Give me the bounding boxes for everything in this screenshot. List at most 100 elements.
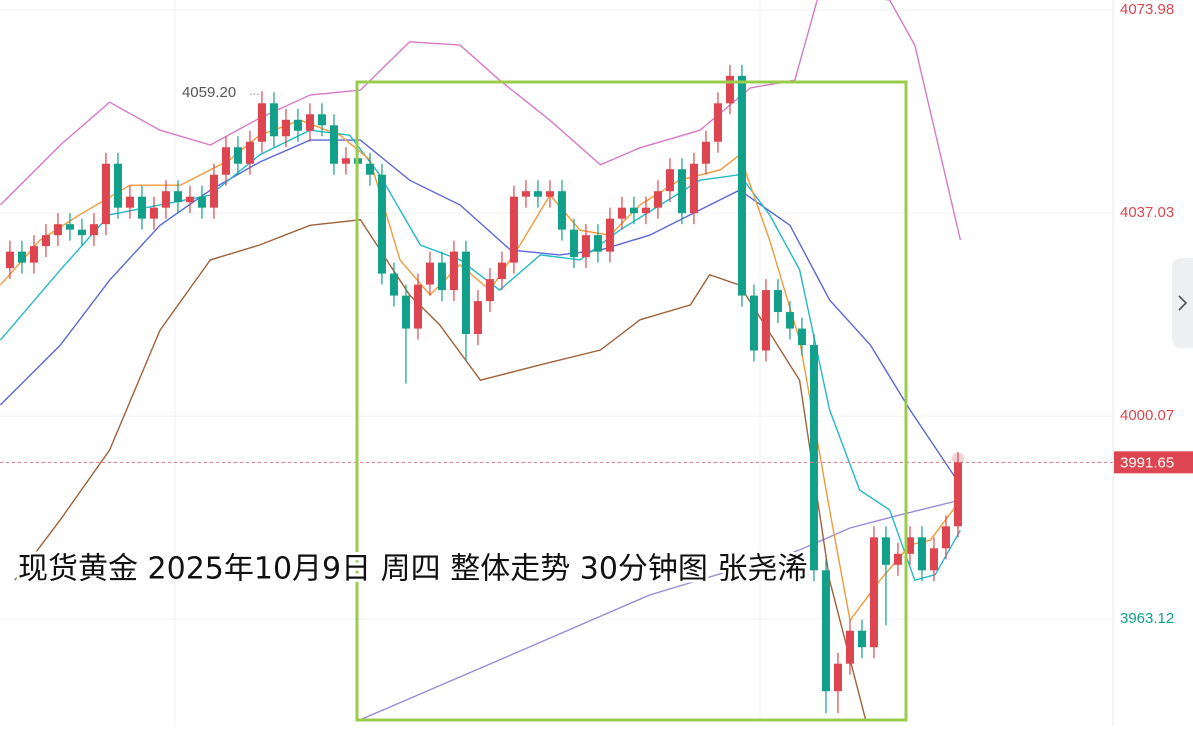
candle-body <box>485 279 494 302</box>
candle-body <box>245 141 254 164</box>
y-tick-label: 3963.12 <box>1120 610 1174 627</box>
last-price-label: 3991.65 <box>1120 454 1174 471</box>
candle-body <box>785 312 794 329</box>
candle-body <box>437 262 446 291</box>
candle-body <box>53 224 62 236</box>
candle-body <box>41 235 50 247</box>
candle-body <box>233 147 242 164</box>
candle-body <box>833 663 842 692</box>
candle-body <box>893 553 902 565</box>
candle-body <box>797 328 806 346</box>
y-tick-label: 4037.03 <box>1120 204 1174 221</box>
candle-body <box>761 290 770 351</box>
candle-body <box>689 163 698 214</box>
candle-body <box>953 462 962 527</box>
candle-body <box>149 207 158 219</box>
candle-body <box>857 630 866 648</box>
candle-body <box>173 191 182 203</box>
indicator-line <box>0 119 961 623</box>
candle-body <box>317 114 326 126</box>
candle-body <box>77 229 86 236</box>
annotation-box <box>355 80 908 722</box>
candle-body <box>473 301 482 335</box>
candle-body <box>665 169 674 192</box>
candle-body <box>101 163 110 225</box>
candle-body <box>29 246 38 263</box>
candle-body <box>881 537 890 565</box>
candle-body <box>221 147 230 175</box>
y-tick-label: 4000.07 <box>1120 407 1174 424</box>
chart-title: 现货黄金 2025年10月9日 周四 整体走势 30分钟图 张尧浠 <box>18 552 807 587</box>
last-price-box <box>1114 451 1193 474</box>
chevron-icon <box>1178 295 1188 311</box>
candle-body <box>185 196 194 203</box>
candle-body <box>497 262 506 280</box>
grid <box>0 9 1113 620</box>
high-label: 4059.20 <box>182 84 236 101</box>
candle-body <box>581 235 590 258</box>
candle-body <box>701 141 710 164</box>
candle-body <box>461 251 470 335</box>
plot-area: 4059.20 <box>0 0 1113 721</box>
indicator-line <box>0 129 962 582</box>
candle-body <box>161 191 170 208</box>
candle-body <box>749 295 758 351</box>
candle-body <box>281 119 290 137</box>
candle-body <box>545 191 554 197</box>
candle-body <box>509 196 518 263</box>
candle-body <box>809 345 818 571</box>
candle-body <box>737 75 746 296</box>
candle-body <box>929 548 938 571</box>
candle-body <box>569 229 578 258</box>
candle-body <box>533 191 542 197</box>
candle-body <box>209 174 218 208</box>
candle-body <box>113 163 122 208</box>
candle-body <box>125 196 134 208</box>
candle-body <box>905 537 914 554</box>
candle-body <box>653 191 662 208</box>
candle-body <box>917 537 926 571</box>
candle-body <box>821 570 830 692</box>
candle-body <box>593 235 602 252</box>
candle-body <box>305 114 314 131</box>
indicator-line <box>14 219 867 720</box>
candle-body <box>365 163 374 175</box>
candle-body <box>641 207 650 214</box>
candle-body <box>677 169 686 214</box>
candle-body <box>629 207 638 214</box>
last-price-pulse <box>951 452 964 465</box>
indicator-line <box>360 499 961 721</box>
candle-body <box>293 119 302 131</box>
candle-body <box>197 196 206 208</box>
candle-body <box>773 290 782 313</box>
candle-body <box>269 103 278 137</box>
side-panel-toggle[interactable] <box>1172 258 1193 348</box>
candle-body <box>89 224 98 236</box>
candle-body <box>845 630 854 664</box>
candle-body <box>557 191 566 230</box>
candle-body <box>17 251 26 263</box>
price-axis: 4073.98 4037.03 4000.07 3963.12 3991.65 <box>1114 1 1193 627</box>
candle-body <box>341 158 350 164</box>
indicator-line <box>0 0 962 241</box>
candle-body <box>401 295 410 329</box>
candle-body <box>425 262 434 285</box>
candle-body <box>521 191 530 197</box>
candle-body <box>869 537 878 648</box>
candle-body <box>617 207 626 219</box>
candle-body <box>389 273 398 296</box>
y-tick-label: 4073.98 <box>1120 1 1174 18</box>
candle-body <box>65 224 74 230</box>
candle-body <box>137 196 146 219</box>
candle-body <box>5 251 14 269</box>
candle-body <box>449 251 458 291</box>
candle-body <box>257 103 266 142</box>
candle-body <box>329 125 338 164</box>
candle-body <box>941 526 950 549</box>
candle-body <box>377 174 386 274</box>
candle-body <box>713 103 722 142</box>
candle-body <box>725 75 734 104</box>
candle-body <box>413 284 422 329</box>
